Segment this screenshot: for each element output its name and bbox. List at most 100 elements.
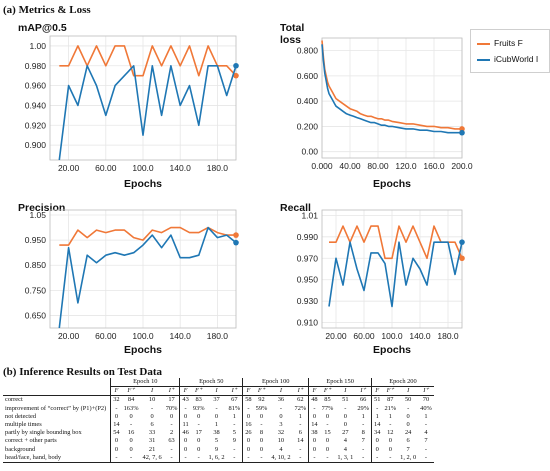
table-cell: -	[190, 453, 207, 464]
table-cell: 9	[232, 437, 236, 445]
table-cell: 67	[231, 396, 238, 404]
table-cell: 21%	[384, 404, 397, 412]
metrics-section-title: (a) Metrics & Loss	[3, 4, 91, 16]
table-cell: 4, 10, 2	[269, 453, 293, 464]
table-cell: 1	[424, 412, 428, 420]
table-cell: 0	[110, 445, 122, 454]
chart-title: Precision	[18, 202, 66, 214]
table-cell: 31	[148, 437, 156, 445]
table-cell: 0	[259, 437, 264, 445]
y-tick-label: 0.750	[25, 285, 47, 295]
table-cell: 40%	[420, 404, 432, 412]
table-cell: 37	[213, 396, 220, 404]
x-tick-label: 20.00	[325, 331, 347, 341]
results-body: F F⁺ I I⁺ F F⁺ I I⁺ F F⁺ I I⁺ F F⁺ I I⁺ F F⁺ I I⁺ correct 32 8…	[3, 386, 434, 464]
table-cell: 66	[359, 396, 367, 404]
table-cell: -	[371, 404, 383, 413]
table-cell: -	[170, 445, 173, 453]
table-cell: 4	[279, 445, 283, 453]
chart-map-plot: 0.900 0.920 0.940 0.960 0.980 1.00 20.00 60.00 1…	[25, 35, 239, 173]
table-cell: 0	[179, 445, 191, 454]
table-cell: 0	[406, 412, 410, 420]
table-cell: 33	[148, 429, 156, 437]
table-cell: -	[179, 453, 191, 464]
table-cell: -	[371, 453, 383, 464]
table-row: multiple times 14-6-11-1-16-3-14-0-14-0-	[3, 421, 434, 430]
table-section-title: (b) Inference Results on Test Data	[3, 366, 162, 378]
legend-item-fruits: Fruits F	[477, 38, 523, 48]
table-cell: 84	[127, 396, 135, 404]
series-end-point	[459, 255, 465, 262]
table-cell: 24	[404, 429, 412, 437]
table-cell: 0	[169, 412, 174, 420]
table-cell: 46	[179, 429, 191, 438]
y-tick-label: 1.05	[29, 210, 46, 220]
chart-title: Recall	[280, 202, 311, 214]
subheader-cell: F⁺	[253, 386, 270, 397]
series-line-fruits	[59, 226, 236, 246]
table-cell: 11	[179, 421, 191, 430]
table-cell: -	[326, 421, 329, 429]
x-tick-label: 20.00	[58, 163, 80, 173]
chart-precision-plot: 0.650 0.750 0.850 0.950 1.05 20.00 60.00 100.0 1…	[25, 209, 239, 341]
table-cell: 0	[129, 437, 133, 445]
table-cell: 1	[232, 412, 236, 420]
chart-title: Total loss	[280, 22, 305, 46]
series-line-fruits	[321, 40, 462, 130]
table-cell: -	[130, 421, 133, 429]
table-cell: 81%	[228, 404, 241, 412]
table-cell: 92	[258, 396, 265, 404]
table-cell: 5	[214, 437, 219, 445]
plot-frame	[321, 209, 463, 329]
table-cell: 62	[297, 396, 304, 404]
table-cell: 1, 6, 2	[206, 453, 227, 464]
table-cell: 14	[110, 421, 122, 430]
table-cell: 14	[297, 437, 304, 445]
table-cell: 2	[169, 429, 174, 437]
subheader-cell: F⁺	[319, 386, 336, 397]
table-cell: -	[382, 453, 399, 464]
epoch-header: Epoch 200	[371, 378, 434, 388]
table-cell: 1	[361, 412, 365, 420]
row-label: partly by single bounding box	[5, 429, 82, 437]
table-cell: -	[308, 453, 320, 464]
table-cell: 0	[110, 412, 122, 422]
table-row: not detected 0 0 0 0 0 0 0 1 0 0 0 1 0 0 0 1 1 1 0 1	[3, 412, 434, 422]
table-cell: 0	[308, 445, 320, 454]
chart-xlabel: Epochs	[373, 344, 411, 356]
table-cell: 0	[259, 445, 264, 453]
table-cell: -	[163, 453, 180, 464]
x-tick-label: 180.0	[437, 331, 459, 341]
table-cell: 0	[214, 412, 219, 420]
y-tick-label: 0.600	[297, 71, 319, 81]
table-cell: 32	[110, 395, 122, 405]
table-cell: -	[179, 404, 191, 413]
table-cell: -	[319, 453, 336, 464]
table-cell: 34	[371, 429, 383, 438]
table-cell: 0	[325, 437, 330, 445]
subheader-cell: F⁺	[382, 386, 399, 397]
table-cell: 54	[110, 429, 122, 438]
table-cell: 14	[308, 421, 320, 430]
x-tick-label: 80.00	[367, 161, 389, 171]
table-row: background 0 0 21-0 0 9-0 0 4-0 0 4-0 0 7-	[3, 445, 434, 454]
table-cell: 36	[277, 396, 285, 404]
series-line-fruits	[329, 225, 463, 260]
table-cell: 16	[242, 421, 254, 430]
y-tick-label: 0.910	[297, 318, 319, 328]
table-cell: -	[424, 445, 428, 453]
x-tick-label: 140.0	[409, 331, 431, 341]
table-cell: -	[308, 404, 320, 413]
table-cell: 1	[371, 412, 383, 422]
table-cell: -	[299, 445, 302, 453]
x-tick-label: 140.0	[170, 331, 192, 341]
table-cell: 29%	[357, 404, 370, 412]
y-tick-label: 0.920	[25, 120, 47, 130]
table-cell: 58	[242, 395, 254, 405]
subheader-cell: F	[110, 386, 122, 397]
table-cell: 72%	[294, 404, 307, 412]
table-cell: 3	[279, 421, 283, 429]
table-cell: 4	[424, 429, 428, 437]
row-header-label	[3, 378, 111, 387]
x-tick-label: 60.00	[95, 331, 117, 341]
